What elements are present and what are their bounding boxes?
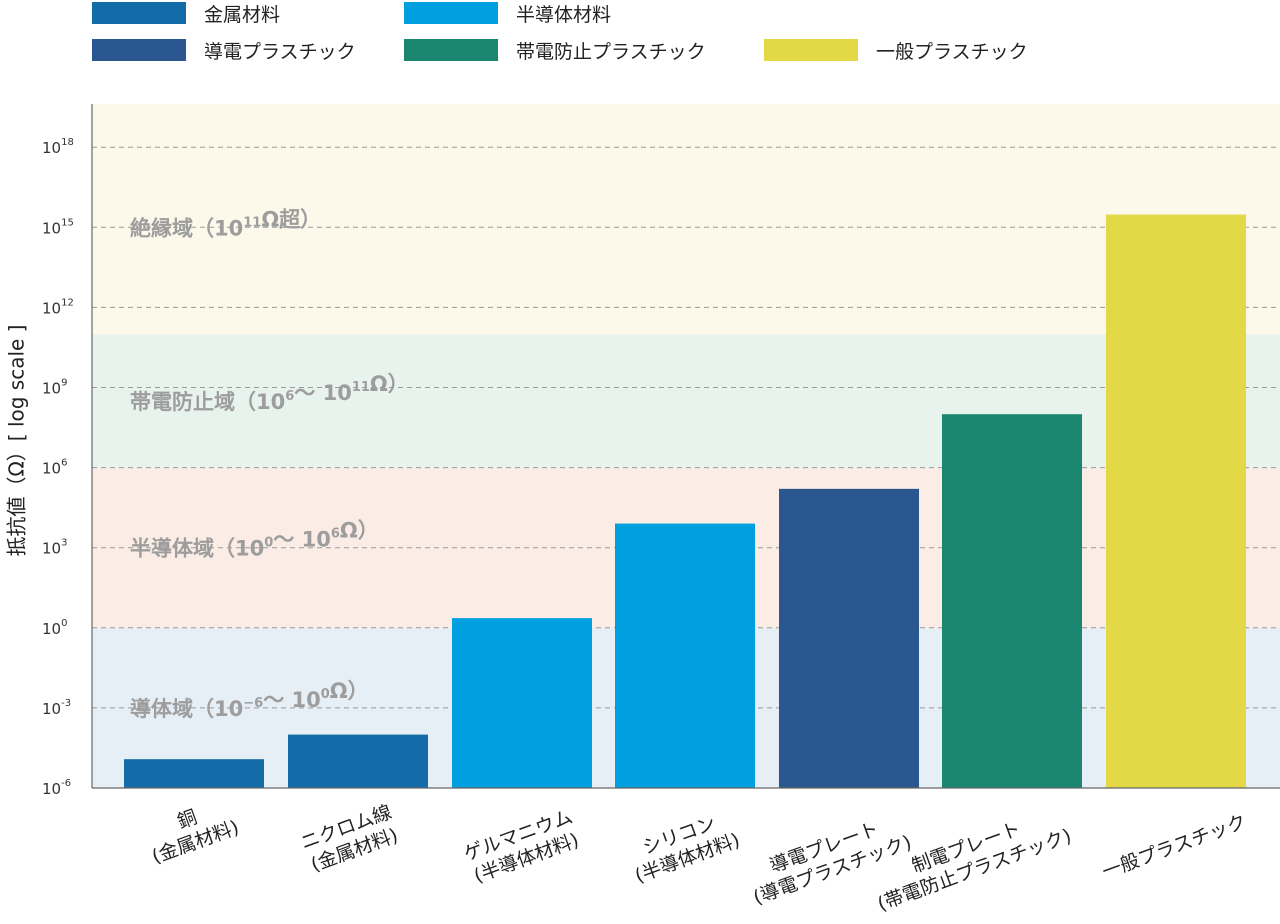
y-tick-label: 1018	[42, 137, 74, 157]
legend-label: 一般プラスチック	[876, 40, 1028, 63]
region-label: 帯電防止域（106〜 1011Ω）	[130, 372, 409, 414]
region-label: 絶縁域（1011Ω超）	[130, 207, 321, 240]
y-tick-label: 10-3	[42, 698, 71, 718]
legend-item: 半導体材料	[404, 1, 612, 26]
x-tick-label-group: 制電プレート(帯電防止プラスチック)	[875, 818, 1075, 916]
legend-swatch	[92, 39, 186, 61]
legend-item: 導電プラスチック	[92, 38, 356, 63]
y-tick-label: 103	[42, 538, 67, 558]
x-tick-label-group: 一般プラスチック	[1099, 811, 1249, 884]
y-tick-label: 106	[42, 458, 67, 478]
region-label: 導体域（10−6〜 100Ω）	[130, 679, 369, 721]
legend-swatch	[404, 39, 498, 61]
x-tick-label-group: ニクロム線(金属材料)	[298, 801, 401, 876]
legend-label: 金属材料	[204, 3, 281, 26]
bar-6	[1106, 214, 1246, 789]
x-tick-label-group: 銅(金属材料)	[149, 806, 242, 868]
region-label: 半導体域（100〜 106Ω）	[130, 519, 379, 561]
bar-0	[124, 759, 264, 788]
region-band-3	[92, 104, 1280, 335]
bar-2	[452, 618, 592, 788]
x-tick-label-group: シリコン(半導体材料)	[632, 812, 743, 887]
legend-item: 一般プラスチック	[764, 38, 1028, 63]
y-tick-label: 10-6	[42, 778, 71, 798]
chart-legend: 金属材料 半導体材料導電プラスチック 帯電防止プラスチック 一般プラスチック	[0, 0, 1280, 80]
y-tick-label: 1012	[42, 297, 74, 317]
x-tick-label: 銅	[175, 806, 200, 833]
y-tick-label: 1015	[42, 217, 74, 237]
y-tick-label: 100	[42, 618, 67, 638]
x-tick-label-group: ゲルマニウム(半導体材料)	[461, 806, 582, 888]
bar-4	[779, 488, 919, 788]
legend-label: 半導体材料	[516, 3, 612, 26]
bar-1	[288, 734, 428, 788]
legend-label: 帯電防止プラスチック	[516, 40, 706, 63]
x-tick-label: 一般プラスチック	[1099, 811, 1249, 884]
bar-5	[942, 414, 1082, 788]
bar-3	[615, 523, 755, 788]
legend-swatch	[764, 39, 858, 61]
legend-label: 導電プラスチック	[204, 40, 356, 63]
legend-item: 帯電防止プラスチック	[404, 38, 706, 63]
y-tick-label: 109	[42, 378, 67, 398]
legend-swatch	[404, 2, 498, 24]
legend-swatch	[92, 2, 186, 24]
legend-item: 金属材料	[92, 1, 281, 26]
